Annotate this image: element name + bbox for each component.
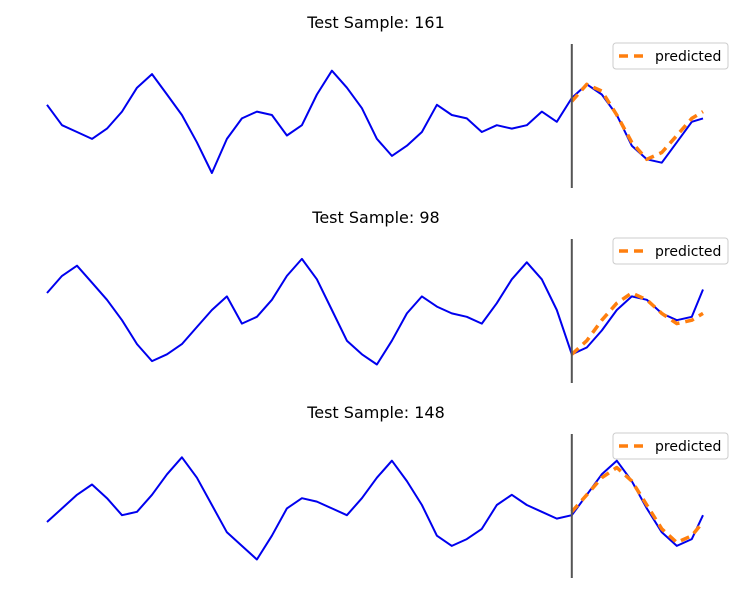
observed-series-line <box>46 69 704 174</box>
legend: predicted <box>612 237 729 265</box>
legend-box <box>612 432 729 460</box>
chart-panel-1: Test Sample: 161 predicted <box>46 13 729 188</box>
chart-panel-2: Test Sample: 98 predicted <box>46 208 729 383</box>
chart-panel-3: Test Sample: 148 predicted <box>46 403 729 578</box>
predicted-series-line <box>570 291 704 356</box>
chart-title: Test Sample: 161 <box>306 13 445 32</box>
legend: predicted <box>612 42 729 70</box>
legend-box <box>612 42 729 70</box>
legend-label: predicted <box>655 244 721 260</box>
observed-series-line <box>46 456 704 561</box>
legend-box <box>612 237 729 265</box>
legend-label: predicted <box>655 49 721 65</box>
predicted-series-line <box>570 465 705 545</box>
chart-title: Test Sample: 98 <box>311 208 439 227</box>
legend: predicted <box>612 432 729 460</box>
predicted-series-line <box>570 82 704 162</box>
chart-title: Test Sample: 148 <box>306 403 445 422</box>
legend-label: predicted <box>655 439 721 455</box>
observed-series-line <box>46 257 704 366</box>
